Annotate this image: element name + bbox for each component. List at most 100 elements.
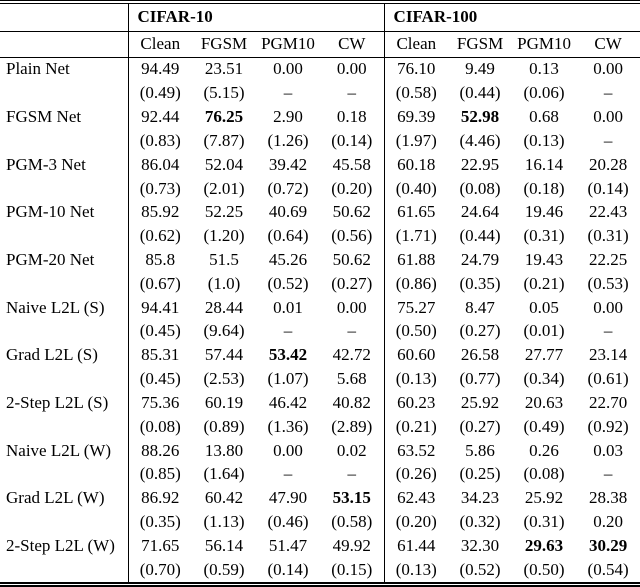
value-cell: 53.42 <box>268 345 308 365</box>
std-cell: (0.06) <box>523 83 565 103</box>
value-cell: 61.65 <box>383 200 449 225</box>
std-cell: (1.0) <box>207 273 241 293</box>
value-cell: 49.92 <box>332 535 371 555</box>
std-cell: (0.31) <box>523 226 565 246</box>
value-cell: 61.44 <box>383 533 449 558</box>
std-cell: (1.97) <box>383 129 449 153</box>
value-cell: 0.00 <box>593 297 623 317</box>
value-cell: 94.41 <box>141 297 180 317</box>
col-header-clean: Clean <box>128 31 192 58</box>
table-row: PGM-20 Net 85.8 51.5 45.26 50.62 61.88 24.79 19… <box>0 248 640 272</box>
row-label: Naive L2L (S) <box>0 295 129 320</box>
std-cell: (0.01) <box>523 321 565 341</box>
corner-cell <box>0 2 129 32</box>
std-cell: (0.13) <box>383 367 449 391</box>
table-row: Naive L2L (S) 94.41 28.44 0.01 0.00 75.27 8.47… <box>0 295 640 320</box>
table-row: Naive L2L (W) 88.26 13.80 0.00 0.02 63.52 5.86… <box>0 438 640 463</box>
std-cell: – <box>283 321 293 341</box>
value-cell: 0.13 <box>529 59 559 79</box>
value-cell: 2.90 <box>273 107 303 127</box>
value-cell: 0.68 <box>529 107 559 127</box>
std-cell: (0.14) <box>331 130 373 150</box>
row-label-empty <box>0 510 129 534</box>
row-label: FGSM Net <box>0 105 129 130</box>
value-cell: 22.95 <box>460 154 500 174</box>
std-cell: (0.50) <box>383 319 449 344</box>
value-cell: 28.44 <box>204 297 244 317</box>
std-cell: (0.26) <box>383 462 449 487</box>
std-cell: (0.34) <box>523 369 565 389</box>
std-cell: (1.13) <box>203 511 245 531</box>
value-cell: 0.05 <box>529 297 559 317</box>
value-cell: 28.38 <box>588 488 628 508</box>
std-cell: (0.21) <box>383 414 449 439</box>
std-cell: (0.14) <box>267 559 309 579</box>
std-cell: (0.86) <box>383 271 449 296</box>
table-row: Grad L2L (S) 85.31 57.44 53.42 42.72 60.60 26.… <box>0 343 640 368</box>
value-cell: 75.36 <box>141 392 180 412</box>
std-cell: (0.15) <box>331 559 373 579</box>
value-cell: 45.58 <box>332 154 371 174</box>
value-cell: 53.15 <box>332 488 371 508</box>
table-row: 2-Step L2L (S) 75.36 60.19 46.42 40.82 60.23 2… <box>0 390 640 415</box>
table-header: CIFAR-10 CIFAR-100 Clean FGSM PGM10 CW C… <box>0 2 640 58</box>
table-row: (0.70) (0.59) (0.14) (0.15) (0.13) (0.52) (0.5… <box>0 557 640 585</box>
std-cell: – <box>603 130 613 150</box>
std-cell: (0.52) <box>267 273 309 293</box>
value-cell: 94.49 <box>141 59 180 79</box>
table-row: (0.85) (1.64) – – (0.26) (0.25) (0.08) – <box>0 462 640 487</box>
std-cell: (0.08) <box>459 178 501 198</box>
table-row: (0.45) (2.53) (1.07) 5.68 (0.13) (0.77) (0.34)… <box>0 367 640 391</box>
std-cell: (7.87) <box>203 130 245 150</box>
value-cell: 0.00 <box>593 59 623 79</box>
std-cell: (0.67) <box>139 273 181 293</box>
table-row: (0.45) (9.64) – – (0.50) (0.27) (0.01) – <box>0 319 640 344</box>
group-header-cifar100: CIFAR-100 <box>383 2 640 32</box>
std-cell: (0.31) <box>523 511 565 531</box>
std-cell: (0.32) <box>459 511 501 531</box>
std-cell: (0.35) <box>139 511 181 531</box>
table-row: (0.83) (7.87) (1.26) (0.14) (1.97) (4.46) (0.1… <box>0 129 640 153</box>
std-cell: (0.20) <box>383 510 449 534</box>
table-row: (0.49) (5.15) – – (0.58) (0.44) (0.06) – <box>0 81 640 106</box>
table-row: Grad L2L (W) 86.92 60.42 47.90 53.15 62.43 34.… <box>0 486 640 511</box>
std-cell: – <box>603 83 613 103</box>
table-row: (0.35) (1.13) (0.46) (0.58) (0.20) (0.32) (0.3… <box>0 510 640 534</box>
table-row: PGM-3 Net 86.04 52.04 39.42 45.58 60.18 22.95 1… <box>0 152 640 177</box>
row-label-empty <box>0 129 129 153</box>
value-cell: 0.01 <box>273 297 303 317</box>
col-header-pgm10: PGM10 <box>512 31 577 58</box>
table-row: 2-Step L2L (W) 71.65 56.14 51.47 49.92 61.44 3… <box>0 533 640 558</box>
std-cell: (0.58) <box>383 81 449 106</box>
std-cell: – <box>283 83 293 103</box>
value-cell: 60.60 <box>383 343 449 368</box>
std-cell: (0.45) <box>139 369 181 389</box>
value-cell: 19.46 <box>524 202 564 222</box>
value-cell: 60.18 <box>383 152 449 177</box>
std-cell: (0.92) <box>587 416 629 436</box>
value-cell: 45.26 <box>268 250 308 269</box>
value-cell: 25.92 <box>524 488 564 508</box>
std-cell: (5.15) <box>203 83 245 103</box>
value-cell: 20.28 <box>588 154 628 174</box>
std-cell: (1.64) <box>203 464 245 484</box>
value-cell: 30.29 <box>588 535 628 555</box>
value-cell: 47.90 <box>268 488 308 508</box>
value-cell: 92.44 <box>141 107 180 127</box>
std-cell: (0.59) <box>203 559 245 579</box>
value-cell: 52.04 <box>204 154 244 174</box>
table-row: FGSM Net 92.44 76.25 2.90 0.18 69.39 52.98 0.68… <box>0 105 640 130</box>
std-cell: (1.07) <box>267 369 309 389</box>
row-label-empty <box>0 224 129 249</box>
value-cell: 0.00 <box>336 297 367 317</box>
corner-cell-empty <box>0 31 129 58</box>
std-cell: (0.35) <box>459 273 501 293</box>
std-cell: (0.89) <box>203 416 245 436</box>
value-cell: 34.23 <box>460 488 500 508</box>
std-cell: (0.70) <box>139 559 181 579</box>
value-cell: 5.86 <box>465 440 495 460</box>
row-label-empty <box>0 81 129 106</box>
std-cell: (1.71) <box>383 224 449 249</box>
value-cell: 0.26 <box>529 440 559 460</box>
